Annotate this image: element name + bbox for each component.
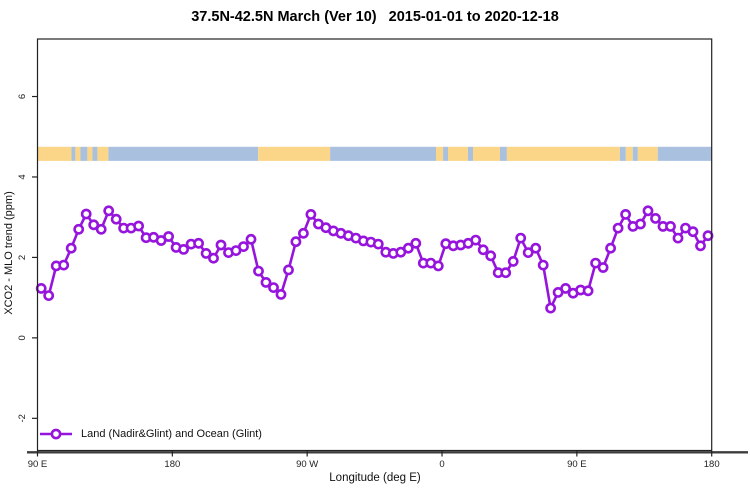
data-point-marker <box>560 282 571 294</box>
x-tick-label: 0 <box>439 459 444 470</box>
data-point-marker <box>665 220 676 232</box>
land-segment <box>75 146 81 161</box>
data-point-marker <box>245 233 257 245</box>
data-point-marker <box>635 218 646 230</box>
ocean-segment <box>443 146 449 161</box>
data-point-marker <box>43 290 55 301</box>
data-point-marker <box>95 223 107 235</box>
ocean-segment <box>657 146 712 161</box>
x-axis-title: Longitude (deg E) <box>329 472 421 484</box>
data-point-marker <box>283 264 294 276</box>
data-point-marker <box>530 242 542 254</box>
land-segment <box>37 146 72 161</box>
data-point-marker <box>500 267 512 279</box>
x-tick-label: 180 <box>704 459 720 470</box>
data-point-marker <box>163 231 174 242</box>
ocean-segment <box>108 146 259 161</box>
x-tick-label: 90 W <box>296 459 318 470</box>
data-point-marker <box>88 219 100 231</box>
data-point-marker <box>597 262 609 273</box>
x-tick-label: 90 E <box>28 459 48 470</box>
legend-label: Land (Nadir&Glint) and Ocean (Glint) <box>81 428 262 440</box>
land-segment <box>87 146 93 161</box>
data-point-marker <box>432 260 444 272</box>
data-point-marker <box>522 247 534 258</box>
y-axis-title: XCO2 - MLO trend (ppm) <box>3 191 15 315</box>
data-point-marker <box>642 205 654 217</box>
data-point-marker <box>268 282 279 293</box>
data-point-marker <box>650 212 661 224</box>
data-point-marker <box>402 242 414 254</box>
data-point-marker <box>620 208 631 220</box>
data-point-marker <box>58 259 70 271</box>
data-point-marker <box>695 240 706 252</box>
land-segment <box>625 146 633 161</box>
data-point-marker <box>133 220 144 232</box>
data-point-marker <box>605 242 616 254</box>
data-point-marker <box>260 276 272 288</box>
land-segment <box>506 146 620 161</box>
x-tick-label: 180 <box>164 459 180 470</box>
data-point-marker <box>200 247 212 259</box>
land-segment <box>473 146 501 161</box>
data-point-marker <box>537 259 549 271</box>
legend-open-circle-icon <box>50 428 62 440</box>
data-point-marker <box>215 239 227 251</box>
data-point-marker <box>470 234 482 246</box>
land-segment <box>448 146 468 161</box>
data-point-marker <box>297 227 309 239</box>
plot-border <box>36 38 713 452</box>
data-point-marker <box>80 208 92 220</box>
data-point-marker <box>305 208 317 220</box>
ocean-segment <box>80 146 88 161</box>
land-segment <box>436 146 444 161</box>
chart-title: 37.5N-42.5N March (Ver 10) 2015-01-01 to… <box>191 9 559 25</box>
data-point-marker <box>178 243 189 255</box>
data-point-marker <box>410 237 422 249</box>
data-point-marker <box>545 302 556 314</box>
data-point-marker <box>65 242 77 254</box>
data-point-marker <box>507 255 519 267</box>
data-point-marker <box>612 222 624 234</box>
y-tick-label: 0 <box>17 335 28 340</box>
y-tick-label: -2 <box>17 414 28 422</box>
data-point-marker <box>193 237 204 249</box>
ocean-segment <box>500 146 507 161</box>
data-point-marker <box>582 285 594 297</box>
data-point-marker <box>290 236 302 248</box>
data-point-marker <box>485 250 497 262</box>
data-point-marker <box>110 213 122 225</box>
data-point-marker <box>590 257 601 269</box>
data-point-marker <box>515 232 527 244</box>
data-point-marker <box>73 223 85 235</box>
data-point-marker <box>275 288 287 300</box>
legend-marker-icon <box>40 428 72 440</box>
land-segment <box>97 146 109 161</box>
data-point-marker <box>672 232 684 244</box>
data-point-marker <box>103 205 115 217</box>
ocean-segment <box>619 146 626 161</box>
data-point-marker <box>702 230 714 242</box>
y-tick-label: 4 <box>17 174 28 179</box>
data-point-marker <box>372 238 384 250</box>
data-point-marker <box>35 282 47 294</box>
legend: Land (Nadir&Glint) and Ocean (Glint) <box>39 428 262 440</box>
data-point-marker <box>208 252 219 264</box>
x-tick-label: 90 E <box>567 459 587 470</box>
ocean-segment <box>632 146 638 161</box>
y-tick-label: 6 <box>17 94 28 99</box>
data-point-marker <box>253 265 264 277</box>
ocean-segment <box>92 146 98 161</box>
data-point-marker <box>477 244 489 256</box>
ocean-segment <box>71 146 76 161</box>
data-point-marker <box>238 241 249 252</box>
ocean-segment <box>330 146 437 161</box>
land-segment <box>637 146 658 161</box>
y-tick-label: 2 <box>17 255 28 260</box>
ocean-segment <box>467 146 474 161</box>
land-segment <box>258 146 331 161</box>
data-point-marker <box>687 226 699 238</box>
